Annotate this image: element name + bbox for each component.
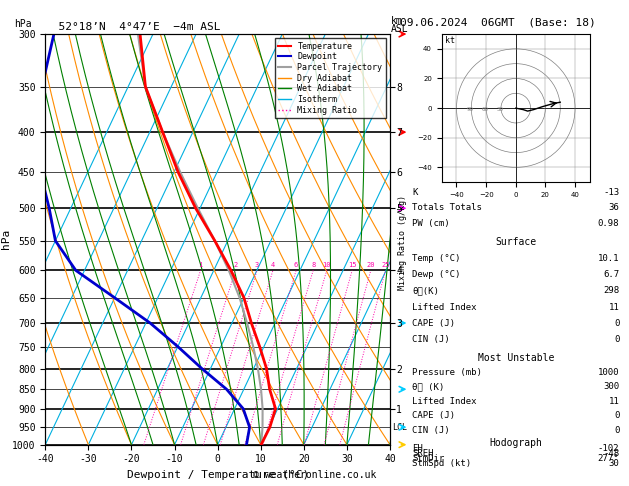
Text: Dewp (°C): Dewp (°C): [413, 270, 460, 279]
Text: 30: 30: [608, 459, 619, 469]
Text: 0: 0: [614, 319, 619, 328]
Text: 0.98: 0.98: [598, 219, 619, 227]
Text: 60: 60: [482, 107, 489, 112]
Text: 10.1: 10.1: [598, 254, 619, 263]
Text: 4: 4: [271, 262, 275, 268]
Text: CIN (J): CIN (J): [413, 335, 450, 344]
Text: Most Unstable: Most Unstable: [477, 352, 554, 363]
Text: © weatheronline.co.uk: © weatheronline.co.uk: [253, 470, 376, 480]
Text: 90: 90: [467, 107, 474, 112]
Text: Mixing Ratio (g/kg): Mixing Ratio (g/kg): [398, 195, 407, 291]
Text: 09.06.2024  06GMT  (Base: 18): 09.06.2024 06GMT (Base: 18): [400, 17, 596, 27]
Text: StmSpd (kt): StmSpd (kt): [413, 459, 471, 469]
Text: 300: 300: [603, 382, 619, 391]
X-axis label: Dewpoint / Temperature (°C): Dewpoint / Temperature (°C): [126, 470, 309, 480]
Text: hPa: hPa: [14, 19, 31, 30]
Text: Hodograph: Hodograph: [489, 437, 542, 448]
Text: Lifted Index: Lifted Index: [413, 397, 477, 406]
Text: CIN (J): CIN (J): [413, 426, 450, 434]
Text: ASL: ASL: [391, 24, 409, 35]
Text: Pressure (mb): Pressure (mb): [413, 368, 482, 377]
Text: CAPE (J): CAPE (J): [413, 411, 455, 420]
Text: 11: 11: [608, 303, 619, 312]
Text: 2: 2: [233, 262, 238, 268]
Text: 0: 0: [614, 335, 619, 344]
Text: 20: 20: [367, 262, 375, 268]
Text: 3: 3: [255, 262, 259, 268]
Text: 11: 11: [608, 397, 619, 406]
Text: EH: EH: [413, 444, 423, 452]
Text: Surface: Surface: [495, 237, 537, 247]
Text: 0: 0: [614, 426, 619, 434]
Text: 1000: 1000: [598, 368, 619, 377]
Text: 298: 298: [603, 286, 619, 295]
Y-axis label: hPa: hPa: [1, 229, 11, 249]
Text: 8: 8: [311, 262, 315, 268]
Text: 10: 10: [323, 262, 331, 268]
Text: θᴄ (K): θᴄ (K): [413, 382, 445, 391]
Text: 25: 25: [381, 262, 390, 268]
Text: 52°18’N  4°47’E  −4m ASL: 52°18’N 4°47’E −4m ASL: [45, 22, 221, 32]
Text: LCL: LCL: [392, 423, 407, 432]
Text: kt: kt: [445, 36, 455, 45]
Legend: Temperature, Dewpoint, Parcel Trajectory, Dry Adiabat, Wet Adiabat, Isotherm, Mi: Temperature, Dewpoint, Parcel Trajectory…: [275, 38, 386, 118]
Text: 277°: 277°: [598, 454, 619, 463]
Text: Lifted Index: Lifted Index: [413, 303, 477, 312]
Text: -13: -13: [603, 188, 619, 197]
Text: K: K: [413, 188, 418, 197]
Text: 15: 15: [348, 262, 357, 268]
Text: CAPE (J): CAPE (J): [413, 319, 455, 328]
Text: 1: 1: [198, 262, 203, 268]
Text: 30: 30: [496, 107, 503, 112]
Text: 6.7: 6.7: [603, 270, 619, 279]
Text: SREH: SREH: [413, 449, 434, 458]
Text: 36: 36: [608, 203, 619, 212]
Text: 6: 6: [294, 262, 298, 268]
Text: θᴄ(K): θᴄ(K): [413, 286, 439, 295]
Text: 0: 0: [614, 411, 619, 420]
Text: PW (cm): PW (cm): [413, 219, 450, 227]
Text: Totals Totals: Totals Totals: [413, 203, 482, 212]
Text: -102: -102: [598, 444, 619, 452]
Text: StmDir: StmDir: [413, 454, 445, 463]
Text: km: km: [391, 16, 403, 26]
Text: -48: -48: [603, 449, 619, 458]
Text: Temp (°C): Temp (°C): [413, 254, 460, 263]
